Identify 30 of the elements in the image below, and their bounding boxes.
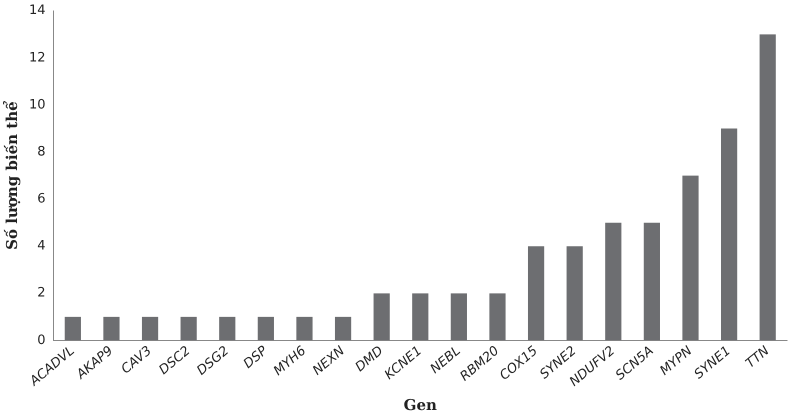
bar xyxy=(103,316,120,340)
x-tick-label: TTN xyxy=(743,343,773,372)
y-tick-label: 14 xyxy=(28,3,46,18)
y-tick-label: 10 xyxy=(28,97,46,112)
bar xyxy=(450,293,467,340)
bar xyxy=(374,293,390,340)
bar xyxy=(528,246,544,340)
bar xyxy=(489,293,506,340)
bar xyxy=(682,176,699,340)
bar xyxy=(566,246,583,340)
y-tick-label: 0 xyxy=(37,332,46,348)
y-tick-label: 4 xyxy=(37,238,46,254)
bar xyxy=(296,316,313,340)
bar xyxy=(605,222,622,340)
y-tick-label: 2 xyxy=(37,286,46,301)
y-axis-title: Số lượng biến thể xyxy=(2,100,21,250)
bar xyxy=(258,316,274,340)
bar xyxy=(644,222,660,340)
y-tick-label: 8 xyxy=(37,144,46,160)
bar xyxy=(760,34,776,340)
bar xyxy=(334,316,352,340)
bar xyxy=(412,293,428,340)
y-tick-label: 12 xyxy=(28,50,46,66)
bar xyxy=(219,316,236,340)
x-axis-title: Gen xyxy=(404,396,437,414)
bar xyxy=(64,316,81,340)
bar xyxy=(720,128,738,340)
bar xyxy=(142,316,158,340)
y-tick-label: 6 xyxy=(37,192,46,207)
bar xyxy=(180,316,197,340)
